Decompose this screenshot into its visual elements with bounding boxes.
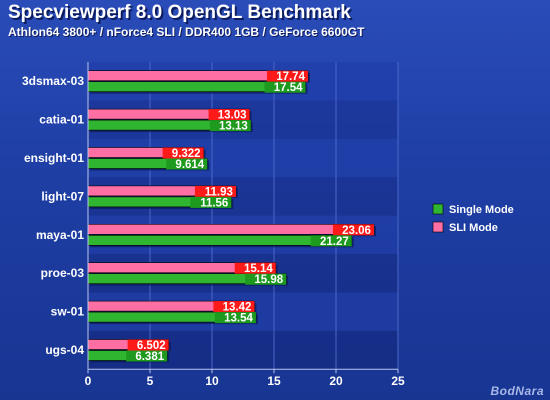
legend-label: SLI Mode [449,222,498,234]
value-label: 17.54 [274,82,303,94]
value-label-bg [208,109,250,121]
value-label: 6.502 [137,340,166,352]
value-label-bg [213,301,255,313]
chart-title: Specviewperf 8.0 OpenGL Benchmark [8,2,351,23]
value-label-bg [190,196,232,208]
x-tick-label: 25 [391,374,405,388]
value-label-bg [245,273,287,285]
value-label-bg [266,70,308,82]
value-label-bg [214,312,256,324]
value-label: 13.54 [224,313,253,325]
x-tick-label: 20 [329,374,343,388]
value-label: 13.03 [218,110,247,122]
x-tick-label: 0 [85,374,92,388]
x-tick-label: 15 [267,374,281,388]
category-label: proe-03 [41,266,85,280]
category-label: sw-01 [51,305,85,319]
category-label: ugs-04 [45,343,84,357]
value-label-bg [264,81,306,93]
value-label-bg [194,185,236,197]
legend-swatch [432,221,444,233]
value-label: 13.13 [219,121,248,133]
value-label-bg [162,147,204,159]
value-label-bg [234,262,276,274]
category-label: ensight-01 [24,151,84,165]
value-label: 6.381 [135,351,164,363]
value-label-bg [332,224,374,236]
legend-swatch [432,203,444,215]
category-label: catia-01 [39,113,84,127]
value-label: 15.14 [244,263,273,275]
category-label: maya-01 [36,228,84,242]
value-label-bg [127,339,169,351]
value-label: 17.74 [276,71,305,83]
value-label: 9.614 [175,159,204,171]
value-label: 11.56 [200,197,228,209]
x-tick-label: 5 [147,374,154,388]
x-tick-label: 10 [205,374,219,388]
value-label: 13.42 [223,302,252,314]
value-label: 15.98 [254,274,283,286]
legend-label: Single Mode [449,204,514,216]
value-label: 9.322 [172,148,201,160]
category-label: light-07 [41,189,84,203]
category-label: 3dsmax-03 [22,74,84,88]
watermark-logo: BodNara [490,384,544,398]
value-label: 23.06 [342,225,371,237]
value-label: 21.27 [320,236,349,248]
value-label: 11.93 [205,186,233,198]
value-label-bg [126,350,168,362]
value-label-bg [310,235,352,247]
value-label-bg [166,158,208,170]
bar-sli [87,224,375,235]
value-label-bg [209,120,251,132]
chart-subtitle: Athlon64 3800+ / nForce4 SLI / DDR400 1G… [8,25,365,39]
